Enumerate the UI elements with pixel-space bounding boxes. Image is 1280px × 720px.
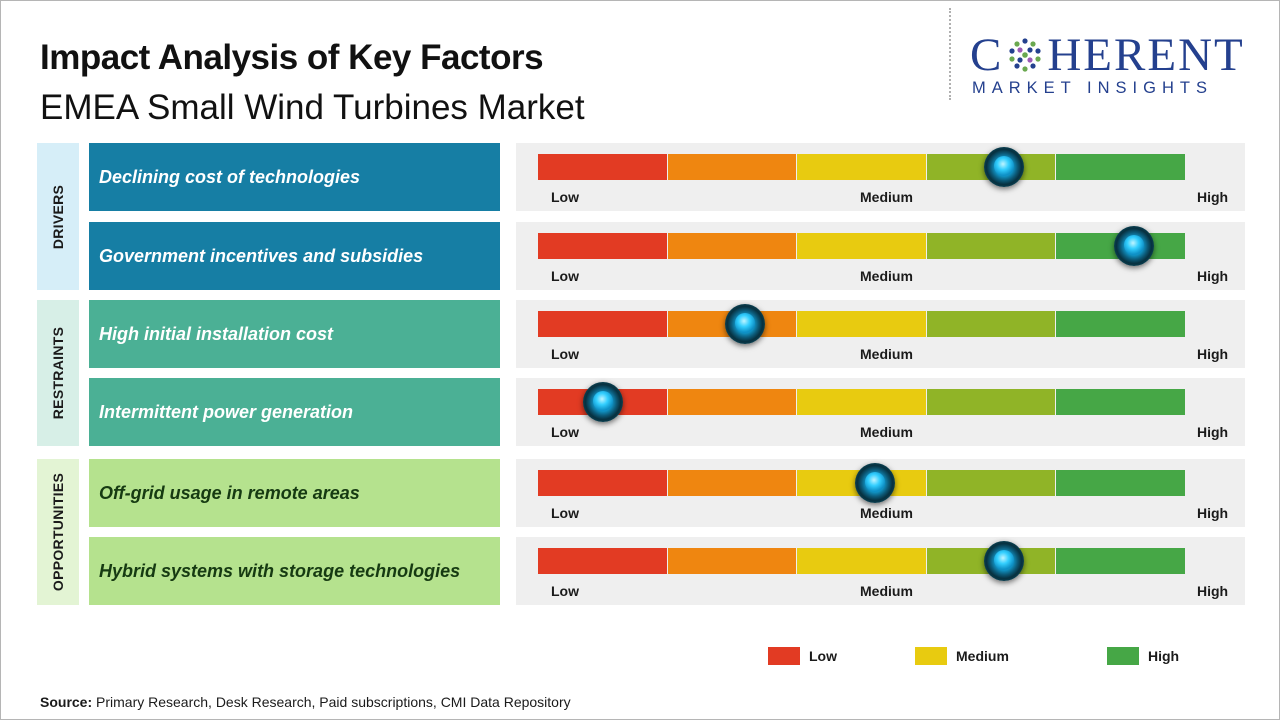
- category-label-drivers: DRIVERS: [37, 143, 79, 290]
- factor-label: Off-grid usage in remote areas: [89, 459, 500, 527]
- legend-label: Medium: [956, 648, 1009, 664]
- source-text: Primary Research, Desk Research, Paid su…: [92, 694, 571, 710]
- gauge-scale-label: High: [1197, 505, 1229, 521]
- legend-label: High: [1148, 648, 1180, 664]
- logo-tagline: MARKET INSIGHTS: [972, 79, 1213, 97]
- gauge-segment: [667, 154, 796, 180]
- gauge-scale-label: High: [1197, 346, 1229, 362]
- impact-marker: [984, 147, 1025, 187]
- gauge-segment: [1056, 389, 1185, 415]
- gauge-segment: [797, 311, 926, 337]
- gauge-scale-label: Low: [551, 268, 579, 284]
- gauge-scale-label: Medium: [860, 424, 913, 440]
- gauge-scale-label: Medium: [860, 583, 913, 599]
- impact-marker: [984, 541, 1025, 581]
- logo-divider: [949, 8, 951, 100]
- impact-marker: [582, 382, 623, 422]
- impact-gauge: Low Medium High: [516, 378, 1245, 446]
- legend-swatch: [1107, 647, 1139, 665]
- impact-gauge: Low Medium High: [516, 143, 1245, 211]
- factor-label: Hybrid systems with storage technologies: [89, 537, 500, 605]
- gauge-segment: [797, 154, 926, 180]
- gauge-segment: [667, 548, 796, 574]
- gauge-segment: [926, 389, 1055, 415]
- gauge-scale-label: High: [1197, 189, 1229, 205]
- impact-gauge: Low Medium High: [516, 300, 1245, 368]
- gauge-segment: [1056, 154, 1185, 180]
- gauge-segment: [1056, 311, 1185, 337]
- factor-label: Government incentives and subsidies: [89, 222, 500, 290]
- category-label-text: OPPORTUNITIES: [50, 472, 66, 592]
- logo: C HERENT: [970, 30, 1245, 80]
- gauge-segment: [797, 389, 926, 415]
- gauge-segment: [926, 311, 1055, 337]
- gauge-segment: [1056, 470, 1185, 496]
- gauge-scale-label: Low: [551, 505, 579, 521]
- gauge-scale-label: High: [1197, 268, 1229, 284]
- gauge-segment: [538, 154, 667, 180]
- page-subtitle: EMEA Small Wind Turbines Market: [40, 88, 585, 127]
- gauge-segment: [538, 311, 667, 337]
- gauge-segment: [667, 389, 796, 415]
- source-label: Source:: [40, 694, 93, 710]
- category-label-opportunities: OPPORTUNITIES: [37, 459, 79, 605]
- gauge-segment: [1056, 548, 1185, 574]
- gauge-scale-label: Medium: [860, 346, 913, 362]
- gauge-segment: [538, 548, 667, 574]
- page-title: Impact Analysis of Key Factors: [40, 38, 544, 77]
- category-label-text: RESTRAINTS: [50, 326, 67, 420]
- logo-letter-c: C: [970, 29, 1004, 81]
- category-label-restraints: RESTRAINTS: [37, 300, 79, 446]
- gauge-segment: [926, 233, 1055, 259]
- gauge-segment: [667, 233, 796, 259]
- logo-globe-icon: [1009, 38, 1041, 72]
- factor-label: Intermittent power generation: [89, 378, 500, 446]
- gauge-scale-label: Low: [551, 189, 579, 205]
- legend-swatch: [915, 647, 947, 665]
- gauge-scale-label: Low: [551, 583, 579, 599]
- legend-swatch: [768, 647, 800, 665]
- gauge-segment: [926, 470, 1055, 496]
- impact-marker: [1113, 226, 1154, 266]
- impact-marker: [725, 304, 766, 344]
- gauge-scale-label: Medium: [860, 189, 913, 205]
- gauge-scale-label: High: [1197, 424, 1229, 440]
- gauge-scale-label: Low: [551, 346, 579, 362]
- gauge-segment: [667, 470, 796, 496]
- factor-label: High initial installation cost: [89, 300, 500, 368]
- impact-marker: [854, 463, 895, 503]
- gauge-segment: [797, 233, 926, 259]
- gauge-segment: [538, 470, 667, 496]
- gauge-segment: [538, 233, 667, 259]
- legend-label: Low: [809, 648, 837, 664]
- impact-gauge: Low Medium High: [516, 537, 1245, 605]
- gauge-scale-label: Medium: [860, 505, 913, 521]
- gauge-scale-label: Low: [551, 424, 579, 440]
- logo-letters-herent: HERENT: [1047, 29, 1245, 81]
- gauge-segment: [797, 548, 926, 574]
- source-note: Source: Primary Research, Desk Research,…: [40, 694, 571, 710]
- gauge-scale-label: Medium: [860, 268, 913, 284]
- factor-label: Declining cost of technologies: [89, 143, 500, 211]
- gauge-scale-label: High: [1197, 583, 1229, 599]
- category-label-text: DRIVERS: [50, 184, 66, 249]
